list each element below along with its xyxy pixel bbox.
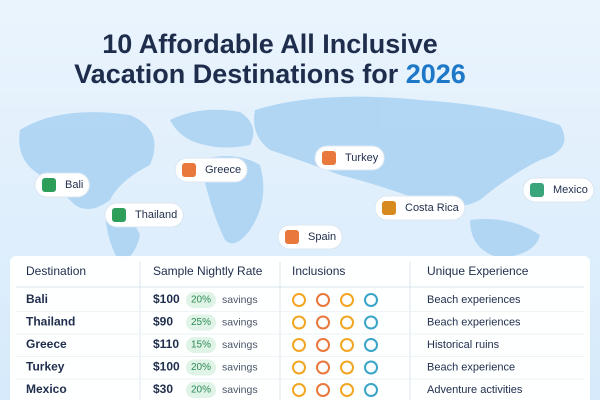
- pin-icon: [285, 230, 299, 244]
- experience: Beach experience: [427, 361, 515, 373]
- map-pin: Mexico: [522, 177, 595, 203]
- pin-icon: [112, 208, 126, 222]
- column-header: Unique Experience: [427, 264, 529, 278]
- pin-label: Spain: [308, 231, 336, 243]
- inclusion-icon: [292, 293, 306, 307]
- destination: Thailand: [26, 315, 75, 329]
- pin-icon: [322, 151, 336, 165]
- destination: Bali: [26, 292, 48, 306]
- pin-label: Costa Rica: [405, 202, 460, 214]
- discount-pill: [186, 382, 216, 398]
- map-pin: Turkey: [314, 145, 385, 171]
- pin-label: Thailand: [135, 209, 177, 221]
- title-text: Vacation Destinations for: [74, 59, 399, 89]
- discount-pill: [186, 314, 216, 331]
- inclusion-icon: [340, 293, 354, 307]
- inclusion-icon: [364, 315, 378, 330]
- pin-bubble: [374, 195, 466, 221]
- column-header: Inclusions: [292, 264, 345, 278]
- discount: 20%: [191, 295, 211, 306]
- title-line: Vacation Destinations for 2026: [74, 59, 466, 89]
- inclusion-icon: [292, 383, 306, 397]
- destination: Turkey: [26, 360, 65, 374]
- discount-pill: [186, 337, 216, 353]
- title-line: 10 Affordable All Inclusive: [102, 29, 438, 59]
- inclusion-icon: [340, 383, 354, 397]
- inclusion-icon: [316, 315, 330, 330]
- pin-label: Turkey: [345, 152, 379, 164]
- experience: Beach experiences: [427, 316, 521, 328]
- inclusion-icon: [316, 383, 330, 397]
- experience: Beach experiences: [427, 294, 521, 306]
- pin-icon: [530, 183, 544, 197]
- savings: savings: [222, 316, 258, 328]
- pin-label: Mexico: [553, 184, 588, 196]
- pin-icon: [42, 178, 56, 192]
- title-year: 2026: [406, 59, 466, 89]
- pin-label: Bali: [65, 179, 83, 191]
- map-pin: Greece: [174, 157, 248, 183]
- pins: Bali Thailand Greece Turkey Costa Rica Spain M…: [34, 145, 595, 250]
- discount: 20%: [191, 362, 211, 373]
- map-pin: Costa Rica: [374, 195, 466, 221]
- savings: savings: [222, 384, 258, 396]
- inclusion-icon: [316, 360, 330, 375]
- discount-pill: [186, 359, 216, 376]
- map-pin: Thailand: [104, 202, 184, 228]
- inclusion-icon: [292, 338, 306, 352]
- pin-icon: [182, 163, 196, 177]
- map-pin: Bali: [34, 172, 90, 198]
- experience: Adventure activities: [427, 384, 523, 396]
- inclusion-icon: [364, 338, 378, 352]
- rate: $110: [153, 337, 179, 351]
- inclusion-icon: [292, 360, 306, 375]
- inclusion-icon: [364, 293, 378, 307]
- column-header: Destination: [26, 264, 86, 278]
- table-lines: [16, 262, 584, 400]
- rate: $100: [153, 292, 180, 306]
- inclusion-icon: [364, 360, 378, 375]
- pin-icon: [382, 201, 396, 215]
- inclusion-icon: [340, 360, 354, 375]
- column-header: Sample Nightly Rate: [153, 264, 263, 278]
- inclusion-icon: [316, 293, 330, 307]
- rate: $100: [153, 360, 180, 374]
- rate: $90: [153, 315, 173, 329]
- inclusion-icon: [316, 338, 330, 352]
- experience: Historical ruins: [427, 339, 500, 351]
- map-pin: Spain: [277, 224, 343, 250]
- destination: Mexico: [26, 382, 67, 396]
- savings: savings: [222, 361, 258, 373]
- discount: 20%: [191, 385, 211, 396]
- discount: 25%: [191, 317, 211, 328]
- discount: 15%: [191, 340, 211, 351]
- inclusion-icon: [340, 338, 354, 352]
- pin-label: Greece: [205, 164, 241, 176]
- savings: savings: [222, 294, 258, 306]
- inclusion-icon: [340, 315, 354, 330]
- destination: Greece: [26, 337, 67, 351]
- table: Destination Sample Nightly Rate Inclusions…: [16, 264, 584, 398]
- savings: savings: [222, 339, 258, 351]
- inclusion-icon: [292, 315, 306, 330]
- inclusion-icon: [364, 383, 378, 397]
- rate: $30: [153, 382, 173, 396]
- discount-pill: [186, 292, 216, 308]
